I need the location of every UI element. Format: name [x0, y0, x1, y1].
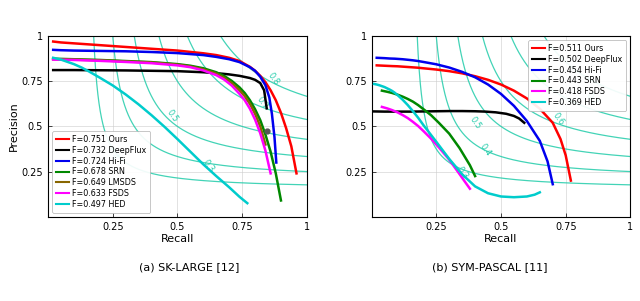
Text: 0.3: 0.3: [201, 158, 216, 174]
Text: 0.7: 0.7: [584, 91, 599, 107]
Text: (a) SK-LARGE [12]: (a) SK-LARGE [12]: [139, 262, 239, 272]
Text: 0.4: 0.4: [105, 146, 120, 161]
Text: 0.8: 0.8: [266, 71, 281, 88]
Legend: F=0.511 Ours, F=0.502 DeepFlux, F=0.454 Hi-Fi, F=0.443 SRN, F=0.418 FSDS, F=0.36: F=0.511 Ours, F=0.502 DeepFlux, F=0.454 …: [528, 40, 627, 111]
Text: 0.3: 0.3: [454, 165, 470, 182]
X-axis label: Recall: Recall: [161, 234, 194, 244]
Text: (b) SYM-PASCAL [11]: (b) SYM-PASCAL [11]: [432, 262, 547, 272]
Text: 0.5: 0.5: [164, 108, 180, 123]
Y-axis label: Precision: Precision: [9, 101, 19, 151]
Legend: F=0.751 Ours, F=0.732 DeepFlux, F=0.724 Hi-Fi, F=0.678 SRN, F=0.649 LMSDS, F=0.6: F=0.751 Ours, F=0.732 DeepFlux, F=0.724 …: [52, 131, 150, 213]
Text: 0.4: 0.4: [478, 142, 493, 158]
X-axis label: Recall: Recall: [484, 234, 518, 244]
Text: 0.7: 0.7: [255, 95, 270, 111]
Text: 0.5: 0.5: [468, 115, 483, 131]
Text: 0.6: 0.6: [550, 111, 565, 127]
